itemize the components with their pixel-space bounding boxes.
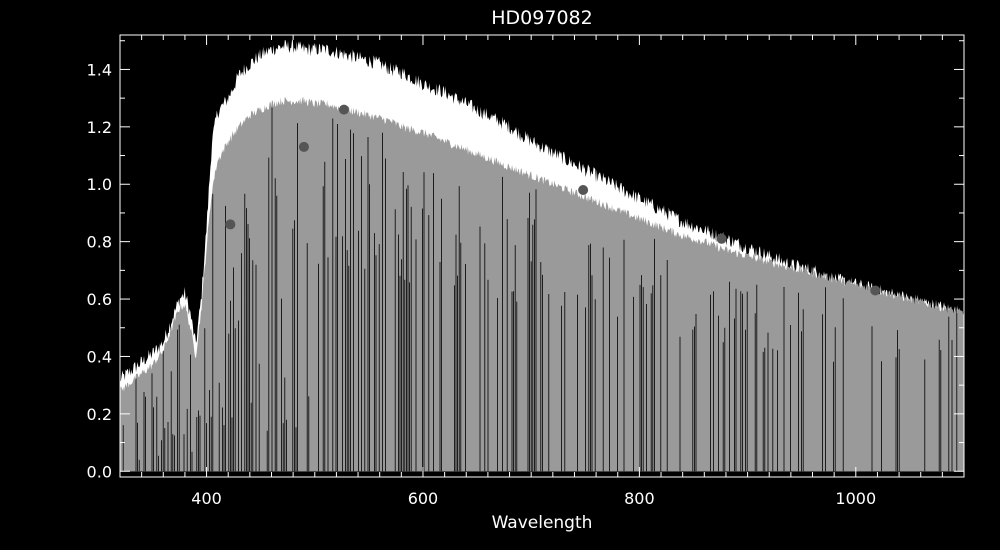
x-tick-label: 600 <box>408 489 439 508</box>
photometric-point <box>338 104 349 115</box>
series-layer <box>120 39 964 472</box>
y-tick-label: 0.2 <box>87 405 112 424</box>
chart-title: HD097082 <box>491 7 592 29</box>
y-tick-label: 0.8 <box>87 233 112 252</box>
x-axis-label: Wavelength <box>492 513 593 533</box>
photometric-point <box>578 184 589 195</box>
photometric-point <box>716 233 727 244</box>
x-tick-label: 400 <box>191 489 222 508</box>
photometric-point <box>870 285 881 296</box>
plot-frame <box>119 34 965 478</box>
y-tick-label: 1.2 <box>87 118 112 137</box>
y-tick-label: 0.4 <box>87 347 112 366</box>
points-layer <box>225 104 881 296</box>
absorption-lines <box>120 107 958 472</box>
y-tick-label: 0.6 <box>87 290 112 309</box>
photometric-point <box>298 141 309 152</box>
y-tick-label: 1.4 <box>87 60 112 79</box>
x-tick-label: 800 <box>624 489 655 508</box>
photometric-point <box>225 219 236 230</box>
y-tick-label: 0.0 <box>87 462 112 481</box>
x-tick-label: 1000 <box>835 489 876 508</box>
y-tick-label: 1.0 <box>87 175 112 194</box>
ticks-layer: 400 600 800 1000 0.0 0.2 0.4 0.6 0.8 1.0 1.2 1.4 <box>87 35 965 508</box>
